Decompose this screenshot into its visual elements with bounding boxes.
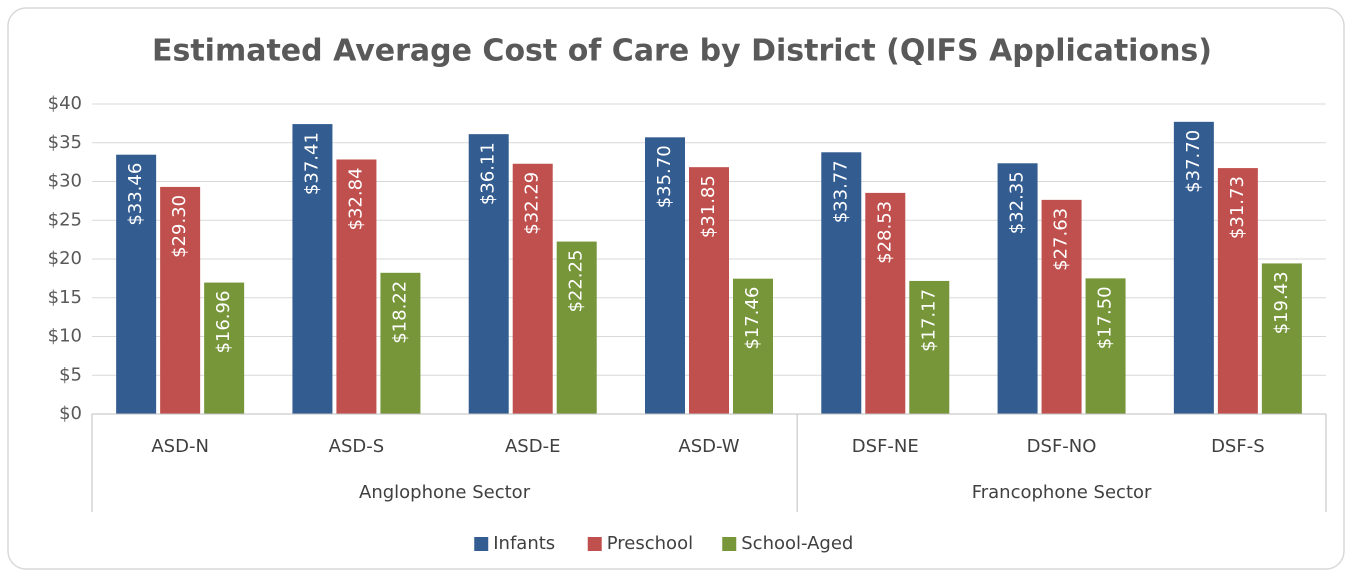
- data-label: $37.70: [1183, 130, 1204, 193]
- data-label: $27.63: [1051, 208, 1072, 271]
- data-label: $33.77: [830, 160, 851, 223]
- bar: [380, 272, 421, 414]
- data-label: $32.35: [1007, 171, 1028, 234]
- x-tick-label: DSF-S: [1211, 436, 1265, 457]
- data-label: $33.46: [125, 163, 146, 226]
- group-label: Francophone Sector: [972, 482, 1152, 503]
- data-label: $35.70: [654, 145, 675, 208]
- y-tick-label: $30: [48, 171, 82, 192]
- legend-swatch: [474, 537, 489, 551]
- x-tick-label: DSF-NE: [852, 436, 919, 457]
- data-label: $29.30: [169, 195, 190, 258]
- legend-label: School-Aged: [741, 533, 853, 554]
- legend-label: Preschool: [607, 533, 693, 554]
- bar: [1041, 199, 1082, 414]
- bar: [556, 241, 597, 414]
- data-label: $19.43: [1271, 271, 1292, 334]
- y-tick-label: $15: [48, 287, 82, 308]
- y-tick-label: $40: [48, 93, 82, 114]
- data-label: $22.25: [566, 250, 587, 313]
- legend-swatch: [722, 537, 737, 551]
- bar: [821, 152, 862, 414]
- data-label: $37.41: [301, 132, 322, 195]
- bar: [204, 282, 245, 414]
- group-label: Anglophone Sector: [359, 482, 531, 503]
- data-label: $32.29: [522, 172, 543, 235]
- data-label: $17.46: [742, 287, 763, 350]
- bar: [468, 134, 509, 414]
- legend-swatch: [587, 537, 602, 551]
- y-tick-label: $20: [48, 248, 82, 269]
- bar: [1085, 278, 1126, 414]
- bar: [160, 186, 201, 414]
- data-label: $36.11: [478, 142, 499, 205]
- x-tick-label: ASD-E: [505, 436, 560, 457]
- y-tick-label: $10: [48, 326, 82, 347]
- data-label: $18.22: [389, 281, 410, 344]
- bar: [336, 159, 377, 414]
- bar: [909, 280, 950, 414]
- data-label: $17.50: [1095, 286, 1116, 349]
- legend-label: Infants: [493, 533, 555, 554]
- bar: [1217, 168, 1258, 414]
- y-tick-label: $0: [59, 403, 82, 424]
- data-label: $31.73: [1227, 176, 1248, 239]
- bar: [645, 137, 685, 414]
- chart-title: Estimated Average Cost of Care by Distri…: [152, 34, 1212, 69]
- bar: [997, 163, 1038, 414]
- bar: [689, 167, 729, 414]
- x-tick-label: ASD-W: [678, 436, 739, 457]
- data-label: $31.85: [698, 175, 719, 238]
- data-label: $32.84: [345, 167, 366, 230]
- data-label: $28.53: [874, 201, 895, 264]
- data-label: $16.96: [213, 291, 234, 354]
- bar: [1173, 121, 1214, 414]
- y-tick-label: $25: [48, 209, 82, 230]
- bar: [512, 163, 553, 414]
- bar: [292, 124, 333, 414]
- x-tick-label: ASD-S: [329, 436, 385, 457]
- y-tick-label: $5: [59, 364, 82, 385]
- bar: [865, 192, 906, 414]
- bar: [116, 154, 157, 414]
- bar: [733, 278, 773, 414]
- bar: [1261, 263, 1302, 414]
- data-label: $17.17: [918, 289, 939, 352]
- x-tick-label: ASD-N: [151, 436, 209, 457]
- y-tick-label: $35: [48, 132, 82, 153]
- x-tick-label: DSF-NO: [1027, 436, 1097, 457]
